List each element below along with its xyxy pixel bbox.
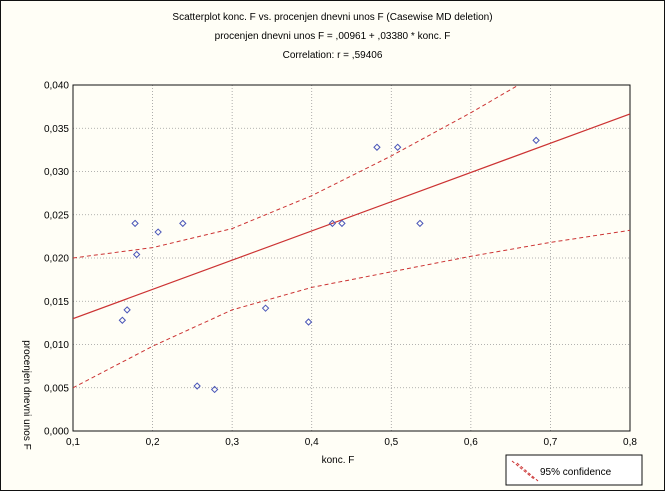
plot-area: [72, 84, 631, 432]
data-point: [373, 143, 381, 151]
data-point: [416, 219, 424, 228]
legend-box: [505, 454, 643, 486]
data-point: [328, 219, 337, 228]
chart-annotation: Correlation: r = ,59406: [282, 50, 383, 61]
y-tick-label: 0,000: [44, 427, 69, 438]
grid-lines: [73, 85, 630, 431]
x-tick-label: 0,7: [543, 437, 557, 448]
y-tick-label: 0,025: [44, 210, 69, 221]
x-tick-label: 0,5: [384, 437, 398, 448]
legend: 95% confidence: [505, 454, 643, 486]
y-tick-label: 0,040: [44, 81, 69, 92]
x-tick-label: 0,4: [305, 437, 319, 448]
y-tick-label: 0,010: [44, 340, 69, 351]
y-tick-label: 0,015: [44, 297, 69, 308]
chart-subtitle: procenjen dnevni unos F = ,00961 + ,0338…: [214, 31, 451, 42]
regression-line: [73, 113, 630, 320]
data-point: [532, 136, 540, 145]
legend-item-confidence: 95% confidence: [540, 467, 612, 478]
data-point: [123, 306, 131, 314]
x-tick-label: 0,8: [623, 437, 637, 448]
confidence-upper-curve: [73, 85, 519, 259]
data-point: [338, 219, 346, 228]
y-tick-label: 0,035: [44, 124, 69, 135]
y-axis-label: procenjen dnevni unos F: [21, 340, 32, 450]
y-tick-label: 0,020: [44, 254, 69, 265]
data-point: [393, 143, 402, 151]
data-point: [118, 316, 127, 324]
x-tick-label: 0,3: [225, 437, 239, 448]
data-point: [179, 219, 187, 228]
y-tick-labels: 0,000 0,005 0,010 0,015 0,020 0,025 0,030 0,035…: [44, 81, 69, 438]
data-point: [304, 318, 313, 326]
data-point: [261, 304, 270, 312]
data-point: [154, 228, 162, 236]
x-tick-labels: 0,1 0,2 0,3 0,4 0,5 0,6 0,7 0,8: [66, 437, 637, 448]
x-tick-label: 0,6: [464, 437, 478, 448]
y-tick-label: 0,030: [44, 167, 69, 178]
data-point: [132, 250, 141, 259]
y-tick-label: 0,005: [44, 383, 69, 394]
data-point: [210, 385, 219, 394]
confidence-lower-curve: [73, 229, 630, 389]
data-points: [118, 136, 540, 394]
x-tick-label: 0,1: [66, 437, 80, 448]
chart-titles: Scatterplot konc. F vs. procenjen dnevni…: [0, 8, 665, 65]
x-axis-label: konc. F: [322, 455, 355, 466]
data-point: [131, 219, 139, 228]
data-point: [193, 382, 201, 390]
chart-title: Scatterplot konc. F vs. procenjen dnevni…: [172, 12, 493, 23]
x-tick-label: 0,2: [146, 437, 160, 448]
